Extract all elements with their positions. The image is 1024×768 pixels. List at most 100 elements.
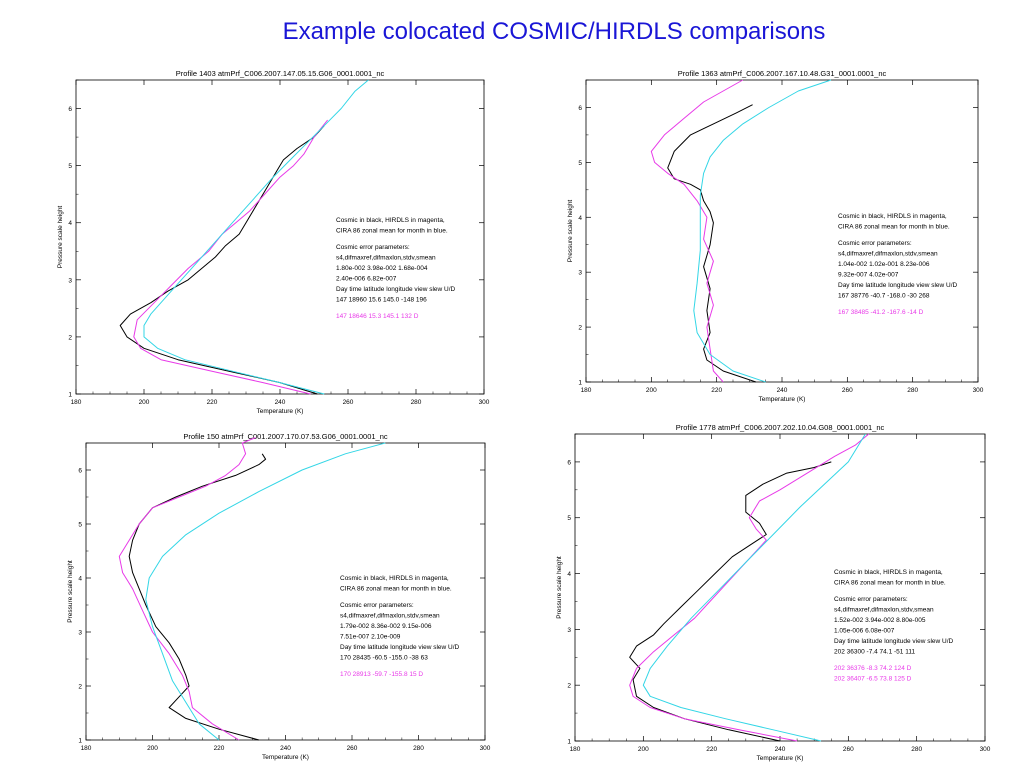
series-cira-line [143,79,369,395]
annotation-line: s4,difmaxref,difmaxlon,stdv,smean [834,607,934,614]
y-tick-label: 6 [68,106,72,113]
x-axis-label: Temperature (K) [257,408,304,415]
annotation-line: Cosmic error parameters: [336,244,410,251]
y-tick-label: 4 [567,571,571,578]
chart-panel-2: Profile 1363 atmPrf_C006.2007.167.10.48.… [567,69,984,403]
annotation-line: Cosmic error parameters: [834,596,908,603]
annotation-line: Cosmic in black, HIRDLS in magenta, [340,575,449,582]
series-cosmic-line [629,461,832,742]
annotation-line: Day time latitude longitude view slew U/… [340,644,460,651]
y-axis-label: Pressure scale height [67,560,74,623]
chart-title: Profile 1403 atmPrf_C006.2007.147.05.15.… [176,69,385,78]
y-tick-label: 2 [78,684,82,691]
x-tick-label: 280 [411,399,422,406]
series-cira-line [145,442,386,741]
annotation-line: 147 18960 15.6 145.0 -148 196 [336,297,427,304]
x-tick-label: 300 [980,746,991,753]
y-tick-label: 1 [78,738,82,745]
series-hirdls-line [133,119,328,395]
x-tick-label: 300 [479,399,490,406]
annotation-line: Cosmic in black, HIRDLS in magenta, [834,569,943,576]
x-tick-label: 200 [139,399,150,406]
y-tick-label: 6 [78,468,82,475]
y-tick-label: 5 [78,522,82,529]
y-tick-label: 1 [68,392,72,399]
x-tick-label: 240 [280,745,291,752]
x-tick-label: 280 [907,387,918,394]
y-tick-label: 2 [68,334,72,341]
plot-frame [75,79,485,395]
annotation-line: 2.40e-006 6.82e-007 [336,276,397,283]
x-tick-label: 240 [775,746,786,753]
y-axis-label: Pressure scale height [57,206,64,269]
x-tick-label: 300 [480,745,491,752]
y-axis-label: Pressure scale height [556,556,563,619]
slide-title: Example colocated COSMIC/HIRDLS comparis… [282,18,826,45]
annotation-line: s4,difmaxref,difmaxlon,stdv,smean [340,613,440,620]
x-tick-label: 280 [911,746,922,753]
y-tick-label: 3 [578,270,582,277]
chart-title: Profile 150 atmPrf_C001.2007.170.07.53.G… [183,432,388,441]
annotation-line: Day time latitude longitude view slew U/… [336,286,456,293]
x-tick-label: 220 [207,399,218,406]
x-tick-label: 200 [638,746,649,753]
series-cosmic-line [119,125,325,395]
x-tick-label: 300 [973,387,984,394]
x-tick-label: 240 [777,387,788,394]
x-tick-label: 260 [843,746,854,753]
annotation-line: 167 38485 -41.2 -167.6 -14 D [838,309,924,316]
annotation-line: Cosmic in black, HIRDLS in magenta, [336,217,445,224]
x-tick-label: 280 [413,745,424,752]
x-axis-label: Temperature (K) [262,754,309,761]
annotation-line: Day time latitude longitude view slew U/… [838,282,958,289]
chart-title: Profile 1363 atmPrf_C006.2007.167.10.48.… [678,69,887,78]
annotation-line: CIRA 86 zonal mean for month in blue. [340,586,452,593]
annotation-line: Day time latitude longitude view slew U/… [834,638,954,645]
chart-title: Profile 1778 atmPrf_C006.2007.202.10.04.… [676,423,885,432]
x-tick-label: 180 [581,387,592,394]
y-tick-label: 3 [68,277,72,284]
chart-panel-1: Profile 1403 atmPrf_C006.2007.147.05.15.… [57,69,490,415]
annotation-line: s4,difmaxref,difmaxlon,stdv,smean [838,251,938,258]
series-cira-line [642,433,866,742]
y-tick-label: 5 [578,160,582,167]
annotation-line: 9.32e-007 4.02e-007 [838,272,899,279]
annotation-line: Cosmic error parameters: [838,240,912,247]
x-tick-label: 220 [706,746,717,753]
annotation-line: 1.52e-002 3.94e-002 8.80e-005 [834,617,926,624]
x-tick-label: 240 [275,399,286,406]
y-tick-label: 6 [567,459,571,466]
annotation-line: 147 18646 15.3 145.1 132 D [336,313,419,320]
series-hirdls-line [629,433,870,742]
y-tick-label: 5 [567,515,571,522]
y-tick-label: 4 [68,220,72,227]
annotation-line: Cosmic error parameters: [340,602,414,609]
x-tick-label: 260 [343,399,354,406]
x-tick-label: 180 [570,746,581,753]
annotation-line: CIRA 86 zonal mean for month in blue. [834,580,946,587]
annotation-line: 170 28913 -59.7 -155.8 15 D [340,671,423,678]
annotation-line: CIRA 86 zonal mean for month in blue. [838,224,950,231]
annotation-line: 170 28435 -60.5 -155.0 -38 63 [340,655,428,662]
y-tick-label: 1 [578,380,582,387]
y-tick-label: 4 [78,576,82,583]
series-cira-line [693,79,832,383]
y-tick-label: 3 [78,630,82,637]
x-tick-label: 180 [81,745,92,752]
series-cosmic-line [667,104,757,383]
annotation-line: 7.51e-007 2.10e-009 [340,634,401,641]
y-tick-label: 3 [567,627,571,634]
annotation-line: Cosmic in black, HIRDLS in magenta, [838,213,947,220]
y-tick-label: 2 [567,683,571,690]
series-hirdls-line [650,79,744,383]
series-hirdls-line [118,437,256,741]
x-axis-label: Temperature (K) [757,755,804,762]
chart-panel-4: Profile 1778 atmPrf_C006.2007.202.10.04.… [556,423,991,762]
x-tick-label: 200 [147,745,158,752]
x-tick-label: 260 [347,745,358,752]
annotation-line: 1.80e-002 3.98e-002 1.68e-004 [336,265,428,272]
annotation-line: 202 36300 -7.4 74.1 -51 111 [834,649,915,656]
y-tick-label: 2 [578,325,582,332]
x-tick-label: 220 [711,387,722,394]
